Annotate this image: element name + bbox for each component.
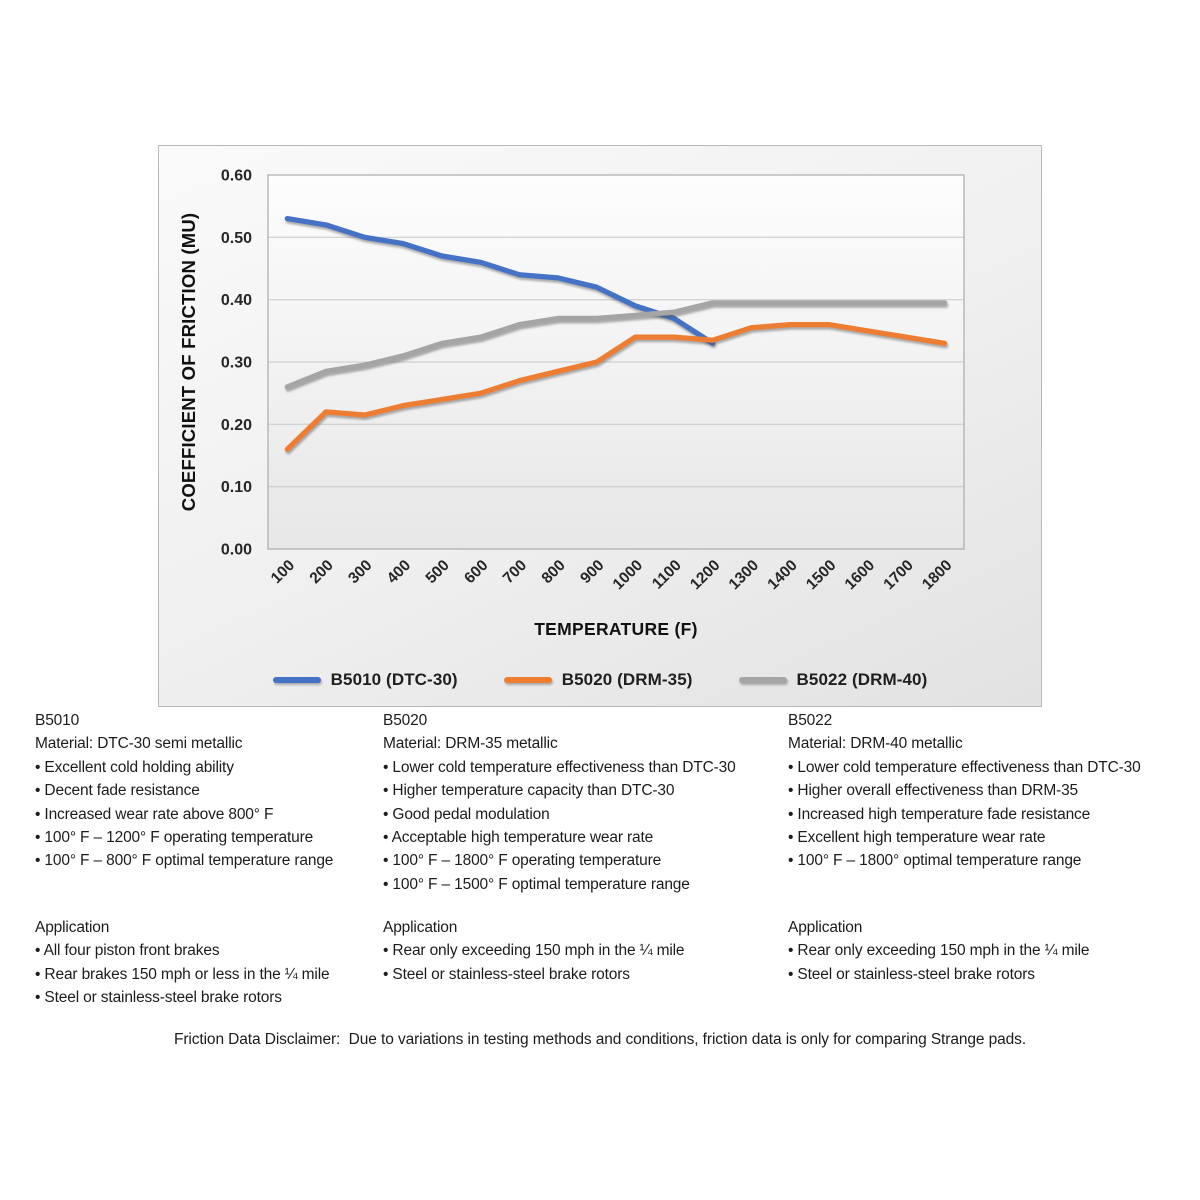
legend-item-b5010-dtc-30: B5010 (DTC-30) (272, 670, 458, 690)
x-axis-tick-label: 1200 (687, 557, 723, 593)
product-feature: • Good pedal modulation (383, 805, 550, 823)
application-title: Application (35, 919, 110, 936)
product-model: B5022 (788, 712, 833, 729)
product-feature: • Higher overall effectiveness than DRM-… (788, 782, 1079, 800)
product-feature: • 100° F – 800° F optimal temperature ra… (35, 852, 334, 870)
x-axis-tick-label: 1300 (726, 557, 762, 593)
legend-item-b5020-drm-35: B5020 (DRM-35) (503, 670, 693, 690)
product-feature: • 100° F – 1800° F operating temperature (383, 852, 662, 870)
legend-label: B5010 (DTC-30) (330, 670, 458, 689)
product-model: B5020 (383, 712, 428, 729)
application-item: • Steel or stainless-steel brake rotors (788, 965, 1035, 983)
legend-swatch-icon (272, 677, 321, 683)
series-line-b5022-drm-40 (284, 300, 948, 390)
x-axis-title: TEMPERATURE (F) (534, 619, 698, 639)
y-axis-tick-label: 0.20 (221, 417, 252, 434)
y-axis-tick-label: 0.60 (221, 168, 252, 185)
legend-swatch-icon (738, 677, 787, 683)
series-line-b5010-dtc-30 (284, 215, 716, 346)
x-axis-tick-label: 600 (461, 557, 491, 587)
product-feature: • 100° F – 1200° F operating temperature (35, 829, 314, 847)
chart-legend: B5010 (DTC-30) B5020 (DRM-35) B5022 (DRM-4… (159, 670, 1041, 690)
y-axis-tick-label: 0.50 (221, 230, 252, 247)
x-axis-tick-label: 300 (345, 557, 375, 587)
product-feature: • 100° F – 1800° optimal temperature ran… (788, 852, 1082, 870)
legend-label: B5022 (DRM-40) (796, 670, 928, 689)
x-axis-tick-label: 500 (423, 557, 453, 587)
x-axis-tick-label: 1100 (649, 557, 685, 593)
x-axis-tick-label: 1800 (919, 557, 955, 593)
series-line-b5020-drm-35 (284, 322, 948, 452)
application-item: • All four piston front brakes (35, 942, 220, 960)
product-feature: • Excellent cold holding ability (35, 758, 234, 776)
application-item: • Steel or stainless-steel brake rotors (35, 989, 282, 1007)
y-axis-tick-label: 0.30 (221, 355, 252, 372)
product-column-b5022: B5022 Material: DRM-40 metallic • Lower co… (788, 709, 1141, 873)
product-application-b5010: Application • All four piston front brake… (35, 916, 330, 1010)
x-axis-tick-label: 200 (307, 557, 337, 587)
product-feature: • Lower cold temperature effectiveness t… (788, 758, 1141, 776)
x-axis-tick-label: 1600 (842, 557, 878, 593)
product-feature: • Increased wear rate above 800° F (35, 805, 274, 823)
y-axis-tick-label: 0.00 (221, 542, 252, 559)
application-item: • Rear brakes 150 mph or less in the ¼ m… (35, 965, 330, 983)
application-title: Application (788, 919, 863, 936)
product-feature: • Acceptable high temperature wear rate (383, 829, 654, 847)
x-axis-tick-label: 1000 (610, 557, 646, 593)
product-application-b5022: Application • Rear only exceeding 150 mph… (788, 916, 1090, 986)
x-axis-tick-label: 1700 (880, 557, 916, 593)
application-item: • Rear only exceeding 150 mph in the ¼ m… (383, 942, 685, 960)
product-feature: • 100° F – 1500° F optimal temperature r… (383, 875, 690, 893)
product-column-b5010: B5010 Material: DTC-30 semi metallic • Exc… (35, 709, 333, 873)
plot-border (267, 174, 965, 550)
y-axis-tick-label: 0.40 (221, 292, 252, 309)
x-axis-tick-label: 1400 (764, 557, 800, 593)
application-item: • Steel or stainless-steel brake rotors (383, 965, 630, 983)
product-feature: • Lower cold temperature effectiveness t… (383, 758, 736, 776)
product-application-b5020: Application • Rear only exceeding 150 mph… (383, 916, 685, 986)
y-axis-title: COEFFICIENT OF FRICTION (MU) (178, 213, 199, 511)
product-material: Material: DRM-40 metallic (788, 735, 963, 753)
product-model: B5010 (35, 712, 80, 729)
product-feature: • Higher temperature capacity than DTC-3… (383, 782, 675, 800)
legend-label: B5020 (DRM-35) (561, 670, 693, 689)
x-axis-tick-label: 700 (500, 557, 530, 587)
product-material: Material: DTC-30 semi metallic (35, 735, 243, 753)
x-axis-tick-label: 100 (268, 557, 298, 587)
disclaimer-text: Friction Data Disclaimer: Due to variati… (173, 1031, 1027, 1048)
x-axis-tick-label: 900 (577, 557, 607, 587)
friction-line-chart: 0.00 0.10 0.20 0.30 0.40 0.50 0.60 100 200 300 400… (178, 168, 965, 639)
product-feature: • Decent fade resistance (35, 782, 200, 800)
application-item: • Rear only exceeding 150 mph in the ¼ m… (788, 942, 1090, 960)
y-axis-tick-label: 0.10 (221, 479, 252, 496)
legend-swatch-icon (503, 677, 552, 683)
legend-item-b5022-drm-40: B5022 (DRM-40) (738, 670, 928, 690)
product-feature: • Increased high temperature fade resist… (788, 805, 1091, 823)
product-material: Material: DRM-35 metallic (383, 735, 558, 753)
x-axis-tick-label: 1500 (803, 557, 839, 593)
x-axis-tick-label: 800 (539, 557, 569, 587)
product-column-b5020: B5020 Material: DRM-35 metallic • Lower co… (383, 709, 736, 896)
product-feature: • Excellent high temperature wear rate (788, 829, 1046, 847)
x-axis-tick-label: 400 (384, 557, 414, 587)
chart-frame: 0.00 0.10 0.20 0.30 0.40 0.50 0.60 100 200 300 400… (158, 145, 1042, 707)
application-title: Application (383, 919, 458, 936)
